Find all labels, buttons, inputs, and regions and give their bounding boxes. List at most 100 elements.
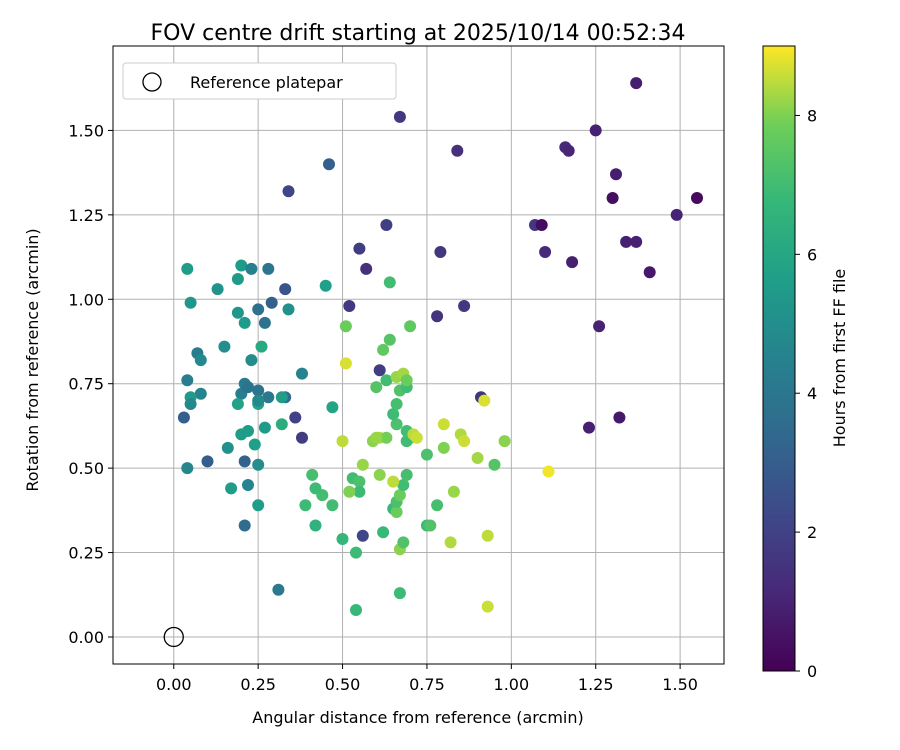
scatter-point <box>350 604 362 616</box>
scatter-point <box>353 475 366 488</box>
scatter-point <box>397 536 410 549</box>
scatter-point <box>258 316 271 329</box>
scatter-point <box>356 529 369 542</box>
scatter-point <box>242 381 254 394</box>
scatter-point <box>630 235 643 248</box>
scatter-point <box>275 418 288 431</box>
scatter-point <box>194 354 207 367</box>
scatter-point <box>447 485 460 498</box>
scatter-point <box>289 411 302 424</box>
chart-title: FOV centre drift starting at 2025/10/14 … <box>151 21 686 46</box>
scatter-point <box>542 465 555 478</box>
scatter-point <box>535 219 548 231</box>
x-tick-label: 0.50 <box>325 675 361 694</box>
scatter-point <box>221 441 234 454</box>
scatter-point <box>593 320 606 333</box>
scatter-point <box>431 310 444 323</box>
scatter-point <box>393 489 406 502</box>
scatter-point <box>420 448 433 461</box>
scatter-point <box>458 435 471 448</box>
scatter-point <box>231 398 244 410</box>
scatter-point <box>424 519 437 532</box>
scatter-point <box>670 208 683 221</box>
legend-box <box>122 62 397 100</box>
scatter-point <box>498 435 511 448</box>
scatter-point <box>360 262 373 275</box>
scatter-point <box>201 455 214 468</box>
colorbar-tick-label: 4 <box>807 384 817 403</box>
scatter-point <box>370 431 383 444</box>
scatter-point <box>610 168 622 181</box>
x-tick-label: 1.50 <box>662 675 698 694</box>
scatter-point <box>539 246 552 258</box>
scatter-point <box>238 455 251 468</box>
scatter-point <box>390 506 403 518</box>
colorbar-tick-label: 0 <box>807 662 817 681</box>
scatter-point <box>691 192 703 204</box>
scatter-point <box>566 256 579 269</box>
scatter-point <box>282 185 295 198</box>
scatter-point <box>437 441 450 454</box>
x-tick-label: 1.00 <box>494 675 530 694</box>
scatter-point <box>309 519 322 532</box>
scatter-point <box>252 499 265 512</box>
scatter-point <box>377 526 390 539</box>
scatter-point <box>262 391 275 404</box>
scatter-point <box>326 499 339 512</box>
colorbar-tick-label: 2 <box>807 523 817 542</box>
colorbar-gradient <box>762 45 796 672</box>
scatter-point <box>613 411 626 424</box>
scatter-point <box>181 462 194 475</box>
scatter-point <box>481 600 494 613</box>
scatter-point <box>380 374 393 387</box>
scatter-point <box>380 431 393 444</box>
y-tick-label: 0.50 <box>68 459 104 478</box>
scatter-point <box>380 219 393 231</box>
scatter-point <box>370 381 383 394</box>
reference-point <box>163 626 184 648</box>
scatter-point <box>184 296 197 309</box>
scatter-point <box>252 303 265 316</box>
scatter-point <box>393 587 406 600</box>
scatter-point <box>231 273 244 285</box>
y-axis-label: Rotation from reference (arcmin) <box>23 228 42 491</box>
scatter-point <box>242 425 254 437</box>
scatter-point <box>326 401 339 414</box>
scatter-point <box>181 262 194 275</box>
scatter-point <box>319 279 332 292</box>
scatter-point <box>620 235 633 248</box>
scatter-point <box>431 499 444 512</box>
scatter-point <box>437 418 450 431</box>
scatter-point <box>279 283 292 296</box>
scatter-point <box>471 452 484 464</box>
scatter-point <box>255 340 268 353</box>
data-points <box>177 77 703 616</box>
scatter-point <box>404 320 417 333</box>
scatter-point <box>336 533 349 545</box>
scatter-point <box>390 418 403 431</box>
scatter-point <box>248 438 261 451</box>
y-tick-label: 0.25 <box>68 544 104 563</box>
scatter-point <box>225 482 238 495</box>
colorbar-ticks: 0 2 4 6 8 <box>795 106 817 681</box>
x-axis-label: Angular distance from reference (arcmin) <box>252 708 583 727</box>
scatter-point <box>252 394 265 407</box>
scatter-point <box>343 485 356 498</box>
grid <box>113 46 724 664</box>
scatter-point <box>211 283 224 296</box>
scatter-point <box>231 306 244 319</box>
scatter-point <box>194 387 207 400</box>
scatter-point <box>589 124 602 137</box>
scatter-point <box>410 431 423 444</box>
legend: Reference platepar <box>122 62 397 100</box>
scatter-point <box>296 367 308 380</box>
scatter-point <box>245 262 258 275</box>
scatter-point <box>238 519 251 532</box>
scatter-point <box>356 458 369 471</box>
scatter-point <box>353 242 366 255</box>
scatter-point <box>387 475 400 488</box>
scatter-point <box>562 144 575 157</box>
scatter-point <box>343 300 356 312</box>
x-axis-ticks: 0.00 0.25 0.50 0.75 1.00 1.25 1.50 <box>156 664 698 694</box>
